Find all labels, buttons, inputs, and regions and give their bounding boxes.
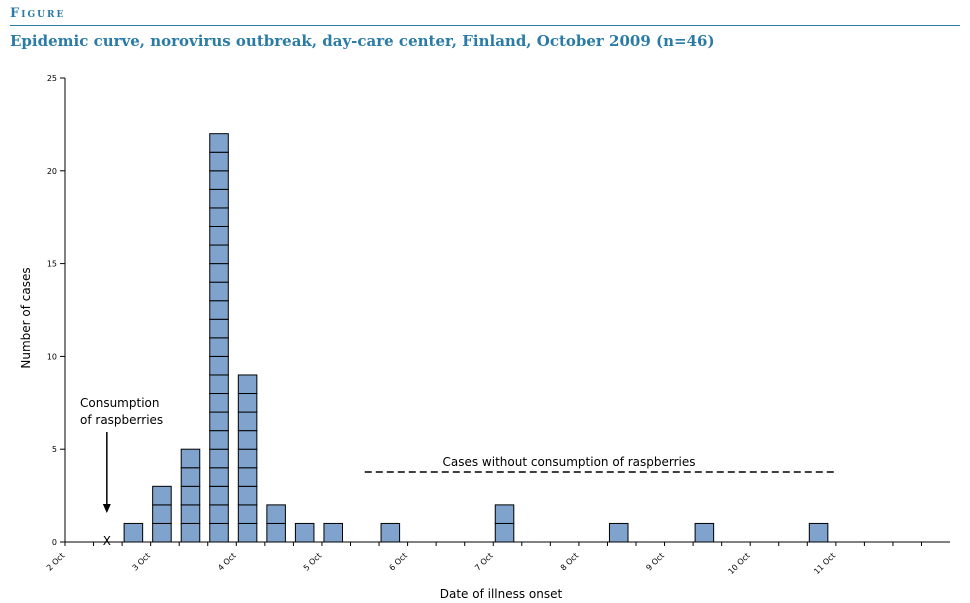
figure-label: Figure	[10, 6, 66, 21]
case-cell	[209, 244, 229, 265]
y-tick-label: 0	[52, 538, 57, 547]
case-cell	[180, 485, 201, 506]
case-cell	[209, 485, 229, 506]
x-tick-label: 4 Oct	[216, 551, 238, 573]
y-tick-label: 15	[47, 260, 57, 269]
x-tick-label: 6 Oct	[387, 551, 409, 573]
case-cell	[237, 504, 258, 524]
y-axis-title: Number of cases	[19, 267, 33, 368]
case-cell	[237, 485, 258, 506]
case-cell	[209, 504, 229, 524]
case-cell	[209, 374, 229, 395]
case-cell	[209, 430, 229, 450]
case-cell	[209, 337, 229, 357]
case-cell	[209, 170, 229, 190]
case-cell	[209, 393, 229, 413]
case-cell	[808, 522, 829, 543]
x-tick-label: 5 Oct	[302, 551, 324, 573]
case-cell	[209, 522, 229, 543]
exposure-arrow-head	[102, 504, 111, 513]
exposure-label-line2: of raspberries	[80, 413, 163, 427]
case-cell	[237, 430, 258, 450]
case-cell	[266, 504, 286, 524]
case-cell	[209, 467, 229, 487]
header-rule	[10, 25, 960, 26]
x-tick-label: 9 Oct	[644, 551, 666, 573]
case-cell	[209, 207, 229, 227]
case-cell	[237, 467, 258, 487]
case-cell	[294, 522, 315, 543]
exposure-label-line1: Consumption	[80, 396, 159, 410]
case-cell	[494, 504, 515, 524]
x-tick-label: 10 Oct	[726, 551, 751, 576]
x-tick-label: 3 Oct	[131, 551, 153, 573]
case-cell	[237, 374, 258, 395]
case-cell	[266, 522, 286, 543]
exposure-marker: X	[103, 534, 111, 548]
case-cell	[209, 448, 229, 469]
case-cell	[209, 188, 229, 209]
case-cell	[180, 448, 201, 469]
case-cell	[209, 318, 229, 339]
no-exposure-label: Cases without consumption of raspberries	[442, 455, 695, 469]
x-tick-label: 8 Oct	[559, 551, 581, 573]
case-cell	[180, 522, 201, 543]
x-tick-label: 11 Oct	[812, 551, 837, 576]
x-tick-label: 7 Oct	[473, 551, 495, 573]
case-cell	[209, 263, 229, 283]
case-cell	[494, 522, 515, 543]
y-tick-label: 25	[47, 74, 57, 83]
y-tick-label: 20	[47, 167, 57, 176]
case-cell	[237, 393, 258, 413]
case-cell	[694, 522, 715, 543]
case-cell	[209, 355, 229, 376]
case-cell	[209, 133, 229, 153]
figure-title: Epidemic curve, norovirus outbreak, day-…	[10, 32, 715, 50]
y-tick-label: 10	[47, 352, 57, 361]
case-cell	[152, 522, 172, 543]
axes: 0 5 10 15 20 25 2 Oct 3 Oct 4 Oct 5 Oct 6 Oct 7 Oct…	[45, 74, 950, 576]
case-cell	[237, 522, 258, 543]
y-tick-label: 5	[52, 445, 57, 454]
case-cell	[152, 485, 172, 506]
case-cell	[209, 225, 229, 246]
case-cell	[608, 522, 629, 543]
case-cell	[237, 411, 258, 432]
bars	[123, 133, 829, 543]
case-cell	[209, 300, 229, 320]
x-tick-label: 2 Oct	[45, 551, 67, 573]
case-cell	[180, 504, 201, 524]
case-cell	[209, 411, 229, 432]
case-cell	[237, 448, 258, 469]
case-cell	[152, 504, 172, 524]
annotations: X	[103, 432, 836, 548]
case-cell	[323, 522, 344, 543]
case-cell	[123, 522, 144, 543]
case-cell	[380, 522, 401, 543]
case-cell	[209, 281, 229, 302]
x-axis-title: Date of illness onset	[440, 587, 563, 601]
case-cell	[180, 467, 201, 487]
case-cell	[209, 151, 229, 172]
